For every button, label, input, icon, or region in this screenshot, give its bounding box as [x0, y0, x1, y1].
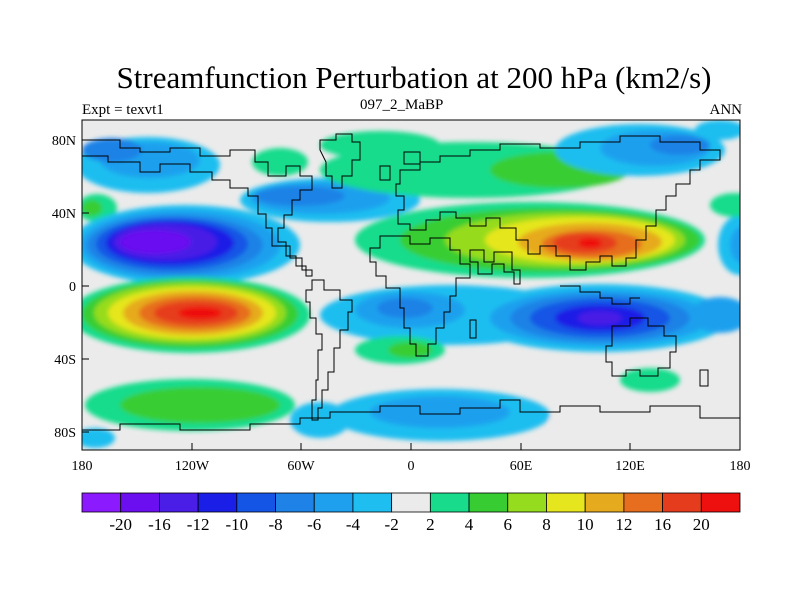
- colorbar-swatch: [236, 492, 276, 513]
- lat-tick-label: 80S: [54, 426, 76, 441]
- lon-tick-label: 120W: [175, 459, 210, 474]
- colorbar-label: -2: [385, 515, 399, 534]
- colorbar-swatch: [623, 492, 663, 513]
- lon-tick-label: 60E: [510, 459, 533, 474]
- colorbar-swatch: [275, 492, 315, 513]
- coastlines: [82, 133, 740, 431]
- colorbar-label: -10: [225, 515, 248, 534]
- colorbar: -20 -16 -12 -10 -8 -6 -4 -2 2 4 6 8 10 12 16 20: [81, 492, 741, 534]
- colorbar-label: 12: [615, 515, 632, 534]
- colorbar-swatch: [81, 492, 122, 513]
- colorbar-label: -16: [148, 515, 171, 534]
- map-title: Streamfunction Perturbation at 200 hPa (…: [116, 60, 712, 95]
- season-label: ANN: [709, 102, 743, 118]
- lat-tick-label: 80N: [52, 134, 76, 149]
- lat-tick-label: 40N: [52, 207, 76, 222]
- coastline-eurasia: [395, 135, 721, 271]
- coastline-africa: [369, 235, 471, 357]
- colorbar-label: -20: [109, 515, 132, 534]
- coastline-india: [469, 249, 521, 285]
- experiment-label: Expt = texvt1: [82, 102, 164, 118]
- coastline-south-america: [305, 279, 353, 421]
- colorbar-swatch: [700, 492, 741, 513]
- colorbar-label: 2: [426, 515, 435, 534]
- lat-tick-label: 0: [69, 280, 76, 295]
- coastline-madagascar: [469, 319, 477, 339]
- colorbar-label: 20: [693, 515, 710, 534]
- colorbar-label: 6: [504, 515, 513, 534]
- contour-fill: [82, 120, 740, 448]
- colorbar-label: 4: [465, 515, 474, 534]
- colorbar-label: 16: [654, 515, 671, 534]
- lon-tick-label: 120E: [615, 459, 645, 474]
- colorbar-label: -6: [307, 515, 321, 534]
- colorbar-swatch: [391, 492, 431, 513]
- lon-tick-label: 180: [730, 459, 751, 474]
- colorbar-swatch: [468, 492, 509, 513]
- lon-tick-label: 180: [72, 459, 93, 474]
- colorbar-label: 10: [577, 515, 594, 534]
- colorbar-swatch: [429, 492, 470, 513]
- lat-tick-label: 40S: [54, 353, 76, 368]
- colorbar-swatch: [197, 492, 238, 513]
- coastline-antarctica: [82, 399, 740, 431]
- colorbar-swatch: [584, 492, 625, 513]
- coastline-greenland: [319, 133, 361, 189]
- coastline-australia: [605, 317, 677, 377]
- colorbar-label: -8: [268, 515, 282, 534]
- tick-marks: [81, 139, 741, 450]
- colorbar-swatch: [662, 492, 702, 513]
- colorbar-swatch: [507, 492, 547, 513]
- colorbar-label: 8: [542, 515, 551, 534]
- colorbar-swatch: [159, 492, 199, 513]
- colorbar-label: -4: [346, 515, 361, 534]
- colorbar-label: -12: [187, 515, 210, 534]
- coastline-new-zealand: [699, 369, 709, 387]
- coastline-north-america: [82, 139, 313, 277]
- colorbar-swatch: [546, 492, 586, 513]
- coastline-maritime-continent: [560, 285, 640, 305]
- lon-tick-label: 60W: [287, 459, 315, 474]
- colorbar-swatch: [352, 492, 393, 513]
- coastline-scandinavia: [379, 151, 421, 181]
- case-label: 097_2_MaBP: [360, 97, 444, 113]
- colorbar-swatch: [120, 492, 160, 513]
- lon-tick-label: 0: [408, 459, 415, 474]
- colorbar-swatch: [313, 492, 354, 513]
